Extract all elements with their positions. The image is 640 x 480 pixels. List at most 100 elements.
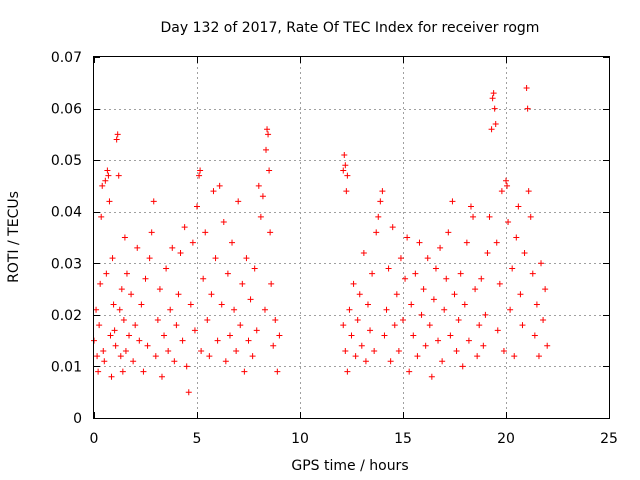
data-point	[229, 239, 236, 246]
x-axis-label: GPS time / hours	[291, 458, 408, 474]
data-point	[241, 368, 248, 375]
data-point	[344, 172, 351, 179]
data-point	[414, 353, 421, 360]
data-point	[235, 198, 242, 205]
data-point	[97, 280, 104, 287]
data-point	[128, 291, 135, 298]
x-tick-label: 5	[193, 431, 202, 447]
data-point	[179, 337, 186, 344]
data-point	[527, 213, 534, 220]
data-point	[171, 358, 178, 365]
data-point	[245, 337, 252, 344]
data-point	[204, 317, 211, 324]
data-point	[342, 162, 349, 169]
data-point	[488, 126, 495, 133]
data-point	[524, 105, 531, 112]
data-point	[356, 291, 363, 298]
data-point	[194, 203, 200, 210]
data-point	[181, 224, 188, 231]
data-point	[457, 270, 464, 277]
x-tick-label: 25	[600, 431, 618, 447]
data-point	[177, 249, 184, 256]
data-point	[515, 203, 522, 210]
data-point	[507, 306, 514, 313]
data-point	[222, 358, 229, 365]
data-point	[102, 177, 109, 184]
data-point	[175, 291, 182, 298]
data-point	[435, 337, 442, 344]
data-point	[500, 347, 507, 354]
data-point	[117, 353, 124, 360]
data-point	[163, 265, 170, 272]
data-point	[200, 275, 207, 282]
data-point	[114, 131, 121, 138]
data-point	[212, 255, 219, 262]
data-point	[110, 301, 117, 308]
y-tick-label: 0.07	[51, 50, 82, 66]
data-point	[461, 301, 468, 308]
data-point	[424, 255, 431, 262]
data-point	[132, 322, 139, 329]
data-point	[111, 327, 118, 334]
data-point	[364, 301, 371, 308]
data-point	[474, 353, 481, 360]
data-point	[259, 193, 266, 200]
data-point	[480, 342, 487, 349]
data-point	[525, 188, 532, 195]
data-point	[472, 286, 479, 293]
data-point	[161, 332, 168, 339]
data-point	[113, 136, 120, 143]
data-point	[95, 368, 102, 375]
data-point	[239, 280, 246, 287]
data-point	[268, 280, 275, 287]
data-point	[445, 229, 452, 236]
data-point	[154, 317, 161, 324]
data-point	[198, 347, 205, 354]
data-point	[535, 353, 542, 360]
data-point	[517, 291, 524, 298]
data-point	[264, 126, 271, 133]
y-tick-label: 0.02	[51, 308, 82, 324]
data-point	[106, 198, 113, 205]
data-point	[210, 188, 217, 195]
data-point	[104, 167, 111, 174]
data-point	[150, 198, 157, 205]
data-point	[490, 90, 497, 97]
data-point	[218, 301, 225, 308]
data-point	[459, 363, 466, 370]
x-tick-label: 0	[90, 431, 99, 447]
data-point	[202, 229, 209, 236]
data-point	[385, 265, 392, 272]
data-point	[493, 239, 500, 246]
data-point	[451, 291, 458, 298]
data-point	[377, 198, 384, 205]
y-axis-ticks: 0 0.01 0.02 0.03 0.04 0.05 0.06 0.07	[51, 50, 609, 427]
grid-lines	[94, 57, 609, 418]
data-point	[105, 172, 112, 179]
data-point	[369, 270, 376, 277]
x-axis-ticks: 0 5 10 15 20 25	[90, 57, 618, 447]
data-point	[455, 317, 462, 324]
data-point	[383, 306, 390, 313]
y-tick-label: 0.03	[51, 256, 82, 272]
data-point	[158, 373, 165, 380]
data-point	[420, 286, 427, 293]
data-point	[441, 306, 448, 313]
data-point	[505, 219, 512, 226]
data-point	[412, 270, 419, 277]
data-point	[255, 182, 262, 189]
data-point	[118, 286, 125, 293]
data-point	[214, 337, 221, 344]
data-point	[443, 275, 450, 282]
data-point	[426, 322, 433, 329]
data-point	[496, 280, 503, 287]
data-point	[136, 337, 143, 344]
data-point	[416, 239, 423, 246]
data-point	[189, 239, 196, 246]
data-point	[341, 151, 348, 158]
data-point	[346, 306, 353, 313]
data-point	[467, 203, 474, 210]
data-point	[538, 260, 545, 267]
x-tick-label: 15	[394, 431, 412, 447]
